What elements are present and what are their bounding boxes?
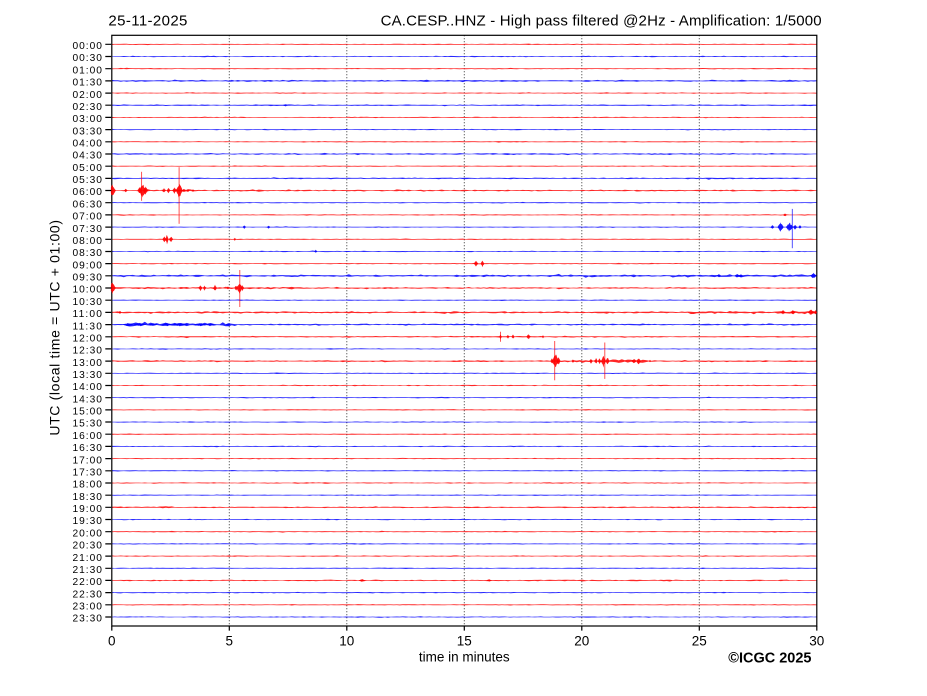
- svg-text:06:30: 06:30: [73, 199, 103, 210]
- svg-text:13:30: 13:30: [73, 370, 103, 381]
- svg-text:04:00: 04:00: [73, 139, 103, 150]
- svg-text:02:00: 02:00: [73, 90, 103, 101]
- svg-text:16:00: 16:00: [73, 431, 103, 442]
- svg-text:22:30: 22:30: [73, 589, 103, 600]
- svg-text:CA.CESP..HNZ - High pass filte: CA.CESP..HNZ - High pass filtered @2Hz -…: [381, 12, 822, 29]
- svg-text:15:00: 15:00: [73, 407, 103, 418]
- svg-text:UTC (local time = UTC + 01:00): UTC (local time = UTC + 01:00): [47, 219, 63, 435]
- svg-text:15: 15: [457, 634, 472, 649]
- svg-text:08:30: 08:30: [73, 248, 103, 259]
- svg-text:time in minutes: time in minutes: [419, 649, 510, 664]
- svg-text:18:30: 18:30: [73, 492, 103, 503]
- svg-text:10:00: 10:00: [73, 285, 103, 296]
- svg-text:21:00: 21:00: [73, 553, 103, 564]
- svg-text:03:00: 03:00: [73, 114, 103, 125]
- svg-text:05:00: 05:00: [73, 163, 103, 174]
- svg-text:09:00: 09:00: [73, 260, 103, 271]
- svg-text:01:30: 01:30: [73, 78, 103, 89]
- svg-text:23:30: 23:30: [73, 614, 103, 625]
- svg-text:13:00: 13:00: [73, 358, 103, 369]
- svg-text:07:30: 07:30: [73, 224, 103, 235]
- svg-text:12:30: 12:30: [73, 346, 103, 357]
- svg-text:11:00: 11:00: [73, 309, 103, 320]
- svg-text:07:00: 07:00: [73, 212, 103, 223]
- svg-text:25-11-2025: 25-11-2025: [108, 12, 187, 29]
- svg-text:19:30: 19:30: [73, 516, 103, 527]
- svg-text:05:30: 05:30: [73, 175, 103, 186]
- svg-text:00:00: 00:00: [73, 41, 103, 52]
- svg-text:11:30: 11:30: [73, 321, 103, 332]
- svg-text:12:00: 12:00: [73, 334, 103, 345]
- svg-text:02:30: 02:30: [73, 102, 103, 113]
- svg-text:14:30: 14:30: [73, 394, 103, 405]
- svg-text:03:30: 03:30: [73, 126, 103, 137]
- svg-text:22:00: 22:00: [73, 577, 103, 588]
- svg-text:20:30: 20:30: [73, 541, 103, 552]
- svg-text:30: 30: [809, 634, 824, 649]
- svg-text:21:30: 21:30: [73, 565, 103, 576]
- svg-text:00:30: 00:30: [73, 53, 103, 64]
- svg-text:20: 20: [574, 634, 589, 649]
- svg-text:17:00: 17:00: [73, 455, 103, 466]
- svg-text:18:00: 18:00: [73, 480, 103, 491]
- svg-text:23:00: 23:00: [73, 602, 103, 613]
- svg-text:08:00: 08:00: [73, 236, 103, 247]
- svg-text:01:00: 01:00: [73, 65, 103, 76]
- svg-text:20:00: 20:00: [73, 528, 103, 539]
- svg-text:©ICGC 2025: ©ICGC 2025: [728, 651, 811, 667]
- svg-text:5: 5: [226, 634, 234, 649]
- svg-text:15:30: 15:30: [73, 419, 103, 430]
- svg-text:06:00: 06:00: [73, 187, 103, 198]
- svg-text:10:30: 10:30: [73, 297, 103, 308]
- svg-text:04:30: 04:30: [73, 151, 103, 162]
- svg-text:10: 10: [339, 634, 354, 649]
- svg-text:0: 0: [108, 634, 116, 649]
- svg-text:25: 25: [692, 634, 707, 649]
- svg-text:14:00: 14:00: [73, 382, 103, 393]
- svg-text:19:00: 19:00: [73, 504, 103, 515]
- svg-text:17:30: 17:30: [73, 468, 103, 479]
- svg-text:09:30: 09:30: [73, 273, 103, 284]
- svg-text:16:30: 16:30: [73, 443, 103, 454]
